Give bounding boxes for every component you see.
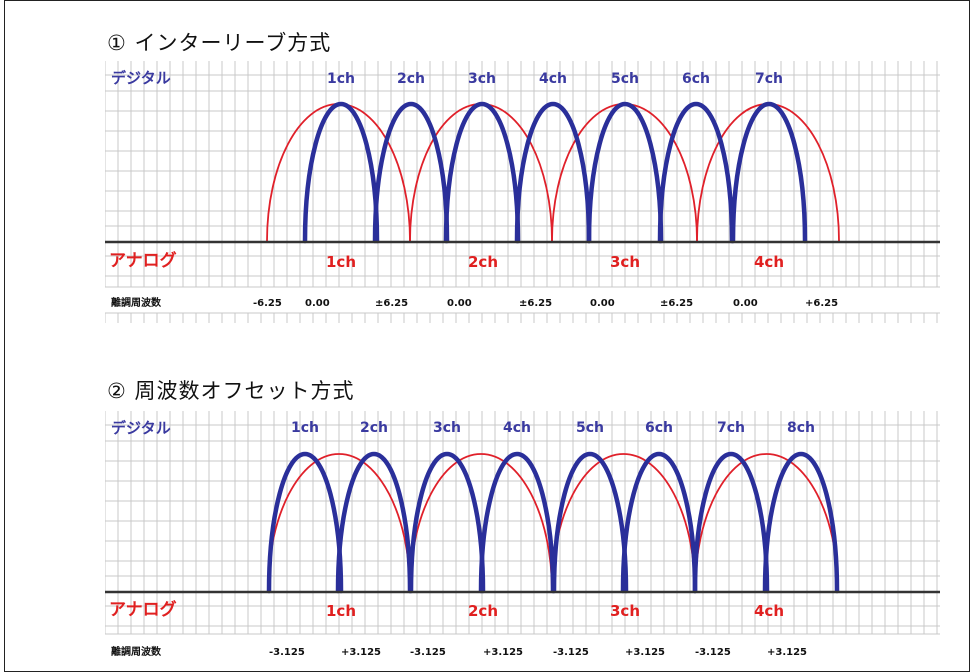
digital-curve-3: [443, 101, 521, 244]
analog-curve-3: [551, 453, 696, 592]
digital-curve-7: [692, 451, 770, 594]
digital-curve-6: [620, 451, 698, 594]
digital-curve-5: [551, 451, 629, 594]
freq-value: -3.125: [695, 647, 731, 658]
freq-value: 0.00: [733, 298, 758, 309]
freq-row-bg: [105, 634, 940, 664]
freq-value: +3.125: [625, 647, 665, 658]
freq-value: -3.125: [553, 647, 589, 658]
digital-channel-label: 8ch: [787, 420, 815, 436]
digital-curve-2: [372, 101, 450, 244]
freq-value: 0.00: [590, 298, 615, 309]
digital-channel-label: 5ch: [611, 71, 639, 87]
analog-channel-label: 2ch: [468, 253, 498, 271]
digital-channel-label: 6ch: [645, 420, 673, 436]
digital-channel-label: 4ch: [503, 420, 531, 436]
digital-channel-label: 5ch: [576, 420, 604, 436]
digital-channel-label: 6ch: [682, 71, 710, 87]
digital-curve-4: [514, 101, 592, 244]
digital-curve-1: [266, 451, 344, 594]
digital-curve-4: [478, 451, 556, 594]
freq-label: 離調周波数: [111, 645, 162, 658]
freq-value: 0.00: [447, 298, 472, 309]
freq-value: +3.125: [341, 647, 381, 658]
section-2-title: ② 周波数オフセット方式: [107, 379, 355, 403]
analog-channel-label: 3ch: [610, 602, 640, 620]
freq-value: ±6.25: [660, 298, 693, 309]
digital-channel-label: 1ch: [291, 420, 319, 436]
digital-channel-label: 3ch: [468, 71, 496, 87]
digital-label: デジタル: [111, 419, 171, 437]
freq-value: -3.125: [410, 647, 446, 658]
digital-curve-7: [730, 101, 808, 244]
section-1-title: ① インターリーブ方式: [107, 31, 332, 55]
digital-curve-6: [657, 101, 735, 244]
digital-channel-label: 1ch: [327, 71, 355, 87]
analog-channel-label: 4ch: [754, 602, 784, 620]
analog-label: アナログ: [109, 599, 177, 620]
analog-channel-label: 1ch: [326, 602, 356, 620]
analog-curve-1: [267, 453, 411, 592]
freq-label: 離調周波数: [111, 296, 162, 309]
freq-row-bg: [105, 287, 940, 313]
digital-channel-label: 2ch: [360, 420, 388, 436]
digital-curve-5: [586, 101, 664, 244]
freq-value: +6.25: [805, 298, 838, 309]
freq-value: +3.125: [767, 647, 807, 658]
digital-curve-1: [302, 101, 380, 244]
digital-channel-label: 7ch: [717, 420, 745, 436]
digital-label: デジタル: [111, 69, 171, 87]
digital-channel-label: 4ch: [539, 71, 567, 87]
freq-value: ±6.25: [519, 298, 552, 309]
freq-value: ±6.25: [375, 298, 408, 309]
grid-lines: [105, 61, 940, 323]
analog-channel-label: 4ch: [754, 253, 784, 271]
digital-curve-3: [408, 451, 486, 594]
digital-curve-8: [762, 451, 840, 594]
freq-value: 0.00: [305, 298, 330, 309]
freq-value: -6.25: [253, 298, 282, 309]
freq-value: +3.125: [483, 647, 523, 658]
analog-channel-label: 2ch: [468, 602, 498, 620]
analog-channel-label: 3ch: [610, 253, 640, 271]
grid-lines: [105, 411, 940, 664]
digital-curve-2: [335, 451, 413, 594]
digital-channel-label: 3ch: [433, 420, 461, 436]
analog-label: アナログ: [109, 250, 177, 271]
analog-curve-4: [694, 453, 839, 592]
digital-channel-label: 7ch: [755, 71, 783, 87]
figure-frame: ① インターリーブ方式 デジタル アナログ 離調周波数 1ch 2ch 3ch 4ch 5ch…: [4, 0, 970, 672]
analog-curve-2: [409, 453, 553, 592]
freq-value: -3.125: [269, 647, 305, 658]
digital-channel-label: 2ch: [397, 71, 425, 87]
analog-channel-label: 1ch: [326, 253, 356, 271]
